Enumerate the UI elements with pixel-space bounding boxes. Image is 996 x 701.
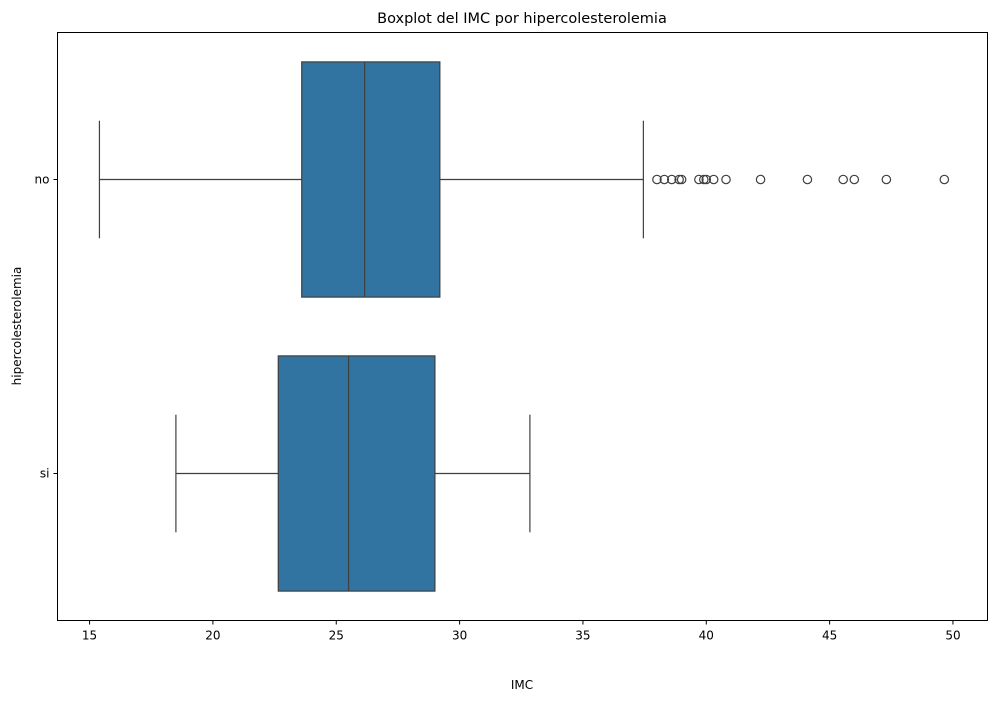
outlier-point <box>701 174 712 185</box>
x-tick-label: 50 <box>945 629 960 643</box>
plot-area <box>98 61 950 592</box>
x-tick-label: 20 <box>205 629 220 643</box>
x-tick-label: 35 <box>575 629 590 643</box>
box-group-no <box>98 61 950 298</box>
outlier-point <box>721 174 731 185</box>
outlier-point <box>802 174 813 185</box>
x-tick-label: 30 <box>452 629 467 643</box>
outlier-point <box>881 174 892 185</box>
outlier-point <box>659 174 670 185</box>
chart-title: Boxplot del IMC por hipercolesterolemia <box>377 11 667 27</box>
outlier-point <box>699 174 709 185</box>
outlier-point <box>652 174 662 185</box>
box-group-si <box>175 355 531 592</box>
x-axis-label: IMC <box>511 678 533 692</box>
x-tick-label: 45 <box>822 629 837 643</box>
y-tick-label: no <box>35 173 50 187</box>
iqr-box <box>277 355 436 592</box>
outlier-point <box>755 174 766 185</box>
iqr-box <box>301 61 441 298</box>
x-tick-label: 25 <box>329 629 344 643</box>
outlier-point <box>676 174 687 185</box>
outlier-point <box>694 174 704 185</box>
outlier-point <box>849 174 860 185</box>
x-tick-label: 40 <box>699 629 714 643</box>
outlier-point <box>666 174 677 185</box>
y-axis-label: hipercolesterolemia <box>10 267 24 386</box>
outlier-point <box>708 174 719 185</box>
plot-frame <box>57 32 988 621</box>
outlier-point <box>674 174 684 185</box>
outlier-point <box>838 174 848 185</box>
outlier-point <box>939 174 950 185</box>
x-tick-label: 15 <box>82 629 97 643</box>
y-tick-label: si <box>40 467 50 481</box>
